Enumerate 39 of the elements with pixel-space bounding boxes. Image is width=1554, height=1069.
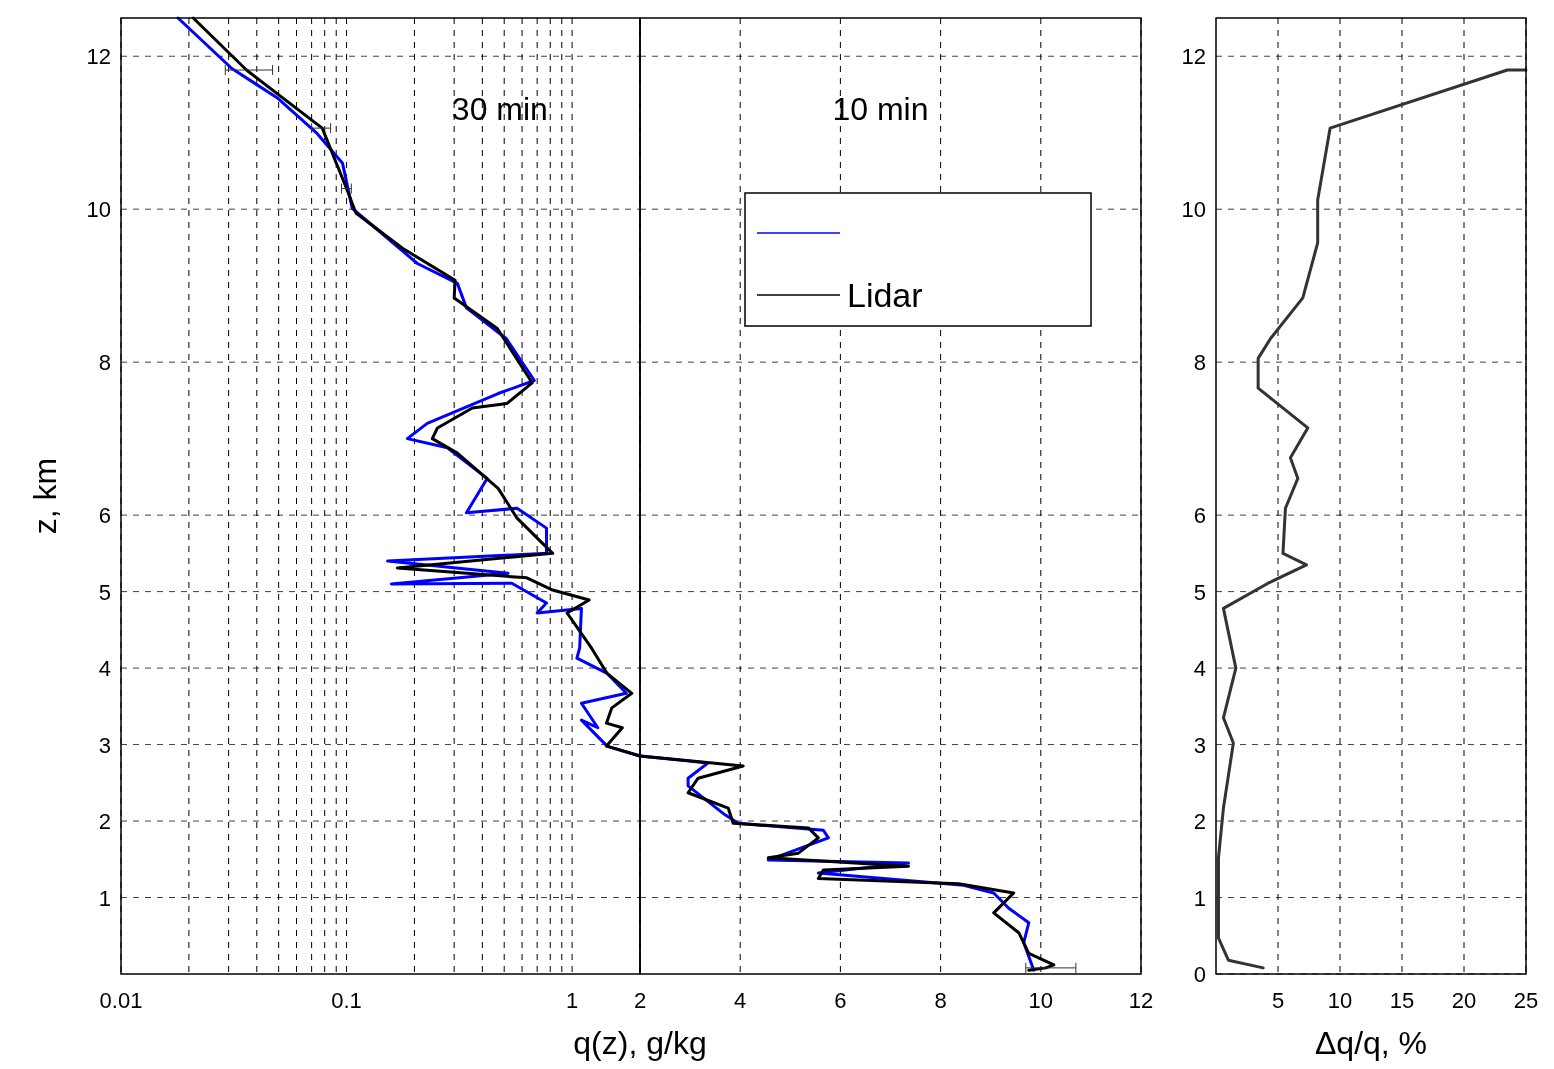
y-tick-label: 5 — [1193, 579, 1206, 605]
x-tick-label: 6 — [834, 988, 847, 1013]
y-tick-label: 12 — [86, 44, 111, 70]
y-tick-label: 1 — [98, 885, 111, 911]
x-tick-label: 0.01 — [99, 988, 143, 1013]
y-tick-label: 6 — [1193, 503, 1206, 529]
y-tick-label: 8 — [1193, 350, 1206, 376]
y-tick-label: 1 — [1193, 885, 1206, 911]
x-tick-label: 20 — [1451, 988, 1477, 1013]
y-tick-label: 4 — [98, 656, 111, 682]
annotation: 30 min — [451, 91, 548, 127]
x-tick-label: 15 — [1389, 988, 1415, 1013]
y-tick-label: 2 — [98, 809, 111, 835]
x-tick-label: 4 — [734, 988, 747, 1013]
y-axis-title: z, km — [27, 457, 63, 535]
x-tick-label: 0.1 — [331, 988, 362, 1013]
y-tick-label: 3 — [98, 732, 111, 758]
x-tick-label: 2 — [633, 988, 647, 1013]
y-tick-label: 6 — [98, 503, 111, 529]
y-tick-label: 0 — [1193, 962, 1206, 987]
x-tick-label: 10 — [1028, 988, 1054, 1013]
y-tick-label: 5 — [98, 579, 111, 605]
y-tick-label: 12 — [1181, 44, 1206, 70]
x-axis-title: q(z), g/kg — [573, 1025, 707, 1061]
annotation: 10 min — [832, 91, 929, 127]
y-tick-label: 2 — [1193, 809, 1206, 835]
x-tick-label: 10 — [1327, 988, 1353, 1013]
x-tick-label: 1 — [565, 988, 579, 1013]
y-tick-label: 10 — [86, 197, 111, 223]
y-tick-label: 10 — [1181, 197, 1206, 223]
y-tick-label: 8 — [98, 350, 111, 376]
x-tick-label: 8 — [934, 988, 947, 1013]
y-tick-label: 4 — [1193, 656, 1206, 682]
x-axis-title: Δq/q, % — [1314, 1025, 1428, 1061]
x-tick-label: 12 — [1128, 988, 1154, 1013]
y-tick-label: 3 — [1193, 732, 1206, 758]
x-tick-label: 25 — [1513, 988, 1539, 1013]
legend-label: Lidar — [847, 276, 923, 314]
x-tick-label: 5 — [1271, 988, 1285, 1013]
